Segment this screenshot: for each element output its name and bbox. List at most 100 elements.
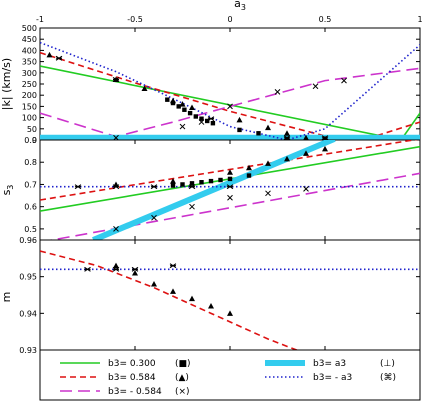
y-tick-label: 150 <box>22 102 37 111</box>
y-tick-label: 350 <box>22 58 37 67</box>
y-tick-label: 0.7 <box>24 180 37 189</box>
marker-cross <box>274 88 281 95</box>
marker-triangle <box>265 160 271 166</box>
legend-label-b3-0-584: b3= - 0.584 <box>108 387 162 397</box>
marker-square <box>189 181 195 186</box>
marker-triangle <box>284 155 290 162</box>
marker-star <box>283 135 291 140</box>
marker-cross <box>189 203 195 210</box>
marker-triangle <box>132 270 138 276</box>
marker-triangle <box>303 150 309 156</box>
legend-label-b3-a3: b3= - a3 <box>313 373 352 383</box>
marker-triangle <box>141 85 148 91</box>
marker-square <box>205 118 210 124</box>
legend-marker-label: (⌘) <box>380 373 396 383</box>
marker-star <box>112 266 120 272</box>
marker-square <box>180 182 185 187</box>
marker-triangle <box>170 288 176 294</box>
marker-square <box>227 176 233 182</box>
y-tick-label: 300 <box>22 69 37 78</box>
marker-triangle <box>170 97 176 104</box>
marker-square <box>165 97 170 102</box>
marker-triangle <box>46 51 53 58</box>
marker-square <box>210 121 216 126</box>
marker-triangle <box>322 145 328 152</box>
marker-square <box>193 114 198 119</box>
marker-cross <box>303 186 309 192</box>
marker-triangle <box>113 262 119 269</box>
y-tick-label: 0.96 <box>19 236 37 245</box>
panel-s3: 0.5 0.6 0.7 0.8 0.9 <box>24 136 421 241</box>
series-line-b3-0-300 <box>40 65 402 140</box>
legend-label-b3-0-300: b3= 0.300 <box>108 359 156 369</box>
x-tick-label: -1 <box>36 15 44 24</box>
marker-triangle <box>246 164 252 171</box>
x-tick-label: 0.5 <box>319 15 332 24</box>
marker-triangle <box>236 116 243 123</box>
marker-triangle <box>208 303 214 309</box>
panel-frame <box>39 27 421 141</box>
marker-cross <box>312 83 319 90</box>
y-tick-label: 0.6 <box>24 203 37 212</box>
marker-star <box>112 77 120 82</box>
x-tick-label: -0.5 <box>127 15 143 24</box>
marker-cross <box>151 214 157 221</box>
legend-box <box>39 349 421 401</box>
y-tick-label: 250 <box>22 80 37 89</box>
y-tick-label: 0.9 <box>24 136 37 145</box>
marker-star <box>84 266 91 272</box>
marker-star <box>55 55 63 61</box>
panel-frame <box>39 239 421 351</box>
marker-triangle <box>265 124 271 131</box>
marker-triangle <box>284 130 290 136</box>
marker-triangle <box>189 295 195 302</box>
y-tick-label: 200 <box>22 91 37 100</box>
y-tick-label: 0.8 <box>24 158 37 167</box>
y-tick-label: 450 <box>22 35 37 44</box>
marker-triangle <box>303 134 309 140</box>
x-tick-label: 0 <box>227 15 232 24</box>
marker-cross <box>113 134 119 140</box>
panel-frame <box>39 139 421 241</box>
y-tick-label: 400 <box>22 46 37 55</box>
marker-square <box>176 104 181 109</box>
legend: b3= 0.300 (■) b3= 0.584 (▲) b3= - 0.584 (×) b3… <box>39 349 421 401</box>
marker-square <box>237 127 242 133</box>
marker-star <box>74 184 82 190</box>
marker-cross <box>265 190 271 197</box>
marker-square <box>208 178 214 184</box>
marker-star <box>150 184 158 190</box>
y-tick-label: 0.93 <box>19 346 37 355</box>
series-line-b3-0-584 <box>47 172 420 240</box>
marker-star <box>321 135 329 140</box>
marker-triangle <box>189 104 195 111</box>
marker-star <box>169 263 177 269</box>
series-line-b3-a3 <box>40 41 420 140</box>
marker-square <box>182 107 187 112</box>
marker-square <box>199 180 204 185</box>
marker-cross <box>227 194 233 201</box>
marker-triangle <box>170 178 176 184</box>
legend-marker-label: (▲) <box>175 373 189 383</box>
panel-k: 0 50 100 150 200 250 300 350 400 450 500 <box>22 24 421 145</box>
y-tick-label: 0.95 <box>19 273 37 282</box>
legend-label-b3-0-584: b3= 0.584 <box>108 373 156 383</box>
marker-square <box>256 131 261 136</box>
marker-star <box>207 116 215 122</box>
series-line-b3-0-584 <box>40 67 420 138</box>
marker-triangle <box>227 169 233 175</box>
marker-cross <box>198 119 205 125</box>
x-tick-label: 1 <box>417 15 422 24</box>
marker-star <box>188 184 196 190</box>
marker-square <box>187 110 193 116</box>
y-axis-title-m: m <box>0 292 13 303</box>
y-axis-title-k: |k| (km/s) <box>0 58 13 110</box>
legend-marker-label: (■) <box>175 359 191 369</box>
panel-m: 0.93 0.94 0.95 0.96 <box>19 236 421 355</box>
marker-cross <box>341 77 347 84</box>
series-line-b3-a3 <box>92 140 336 240</box>
y-tick-label: 50 <box>27 125 37 134</box>
marker-square <box>246 173 252 178</box>
y-axis-title-s3: s3 <box>0 185 15 196</box>
